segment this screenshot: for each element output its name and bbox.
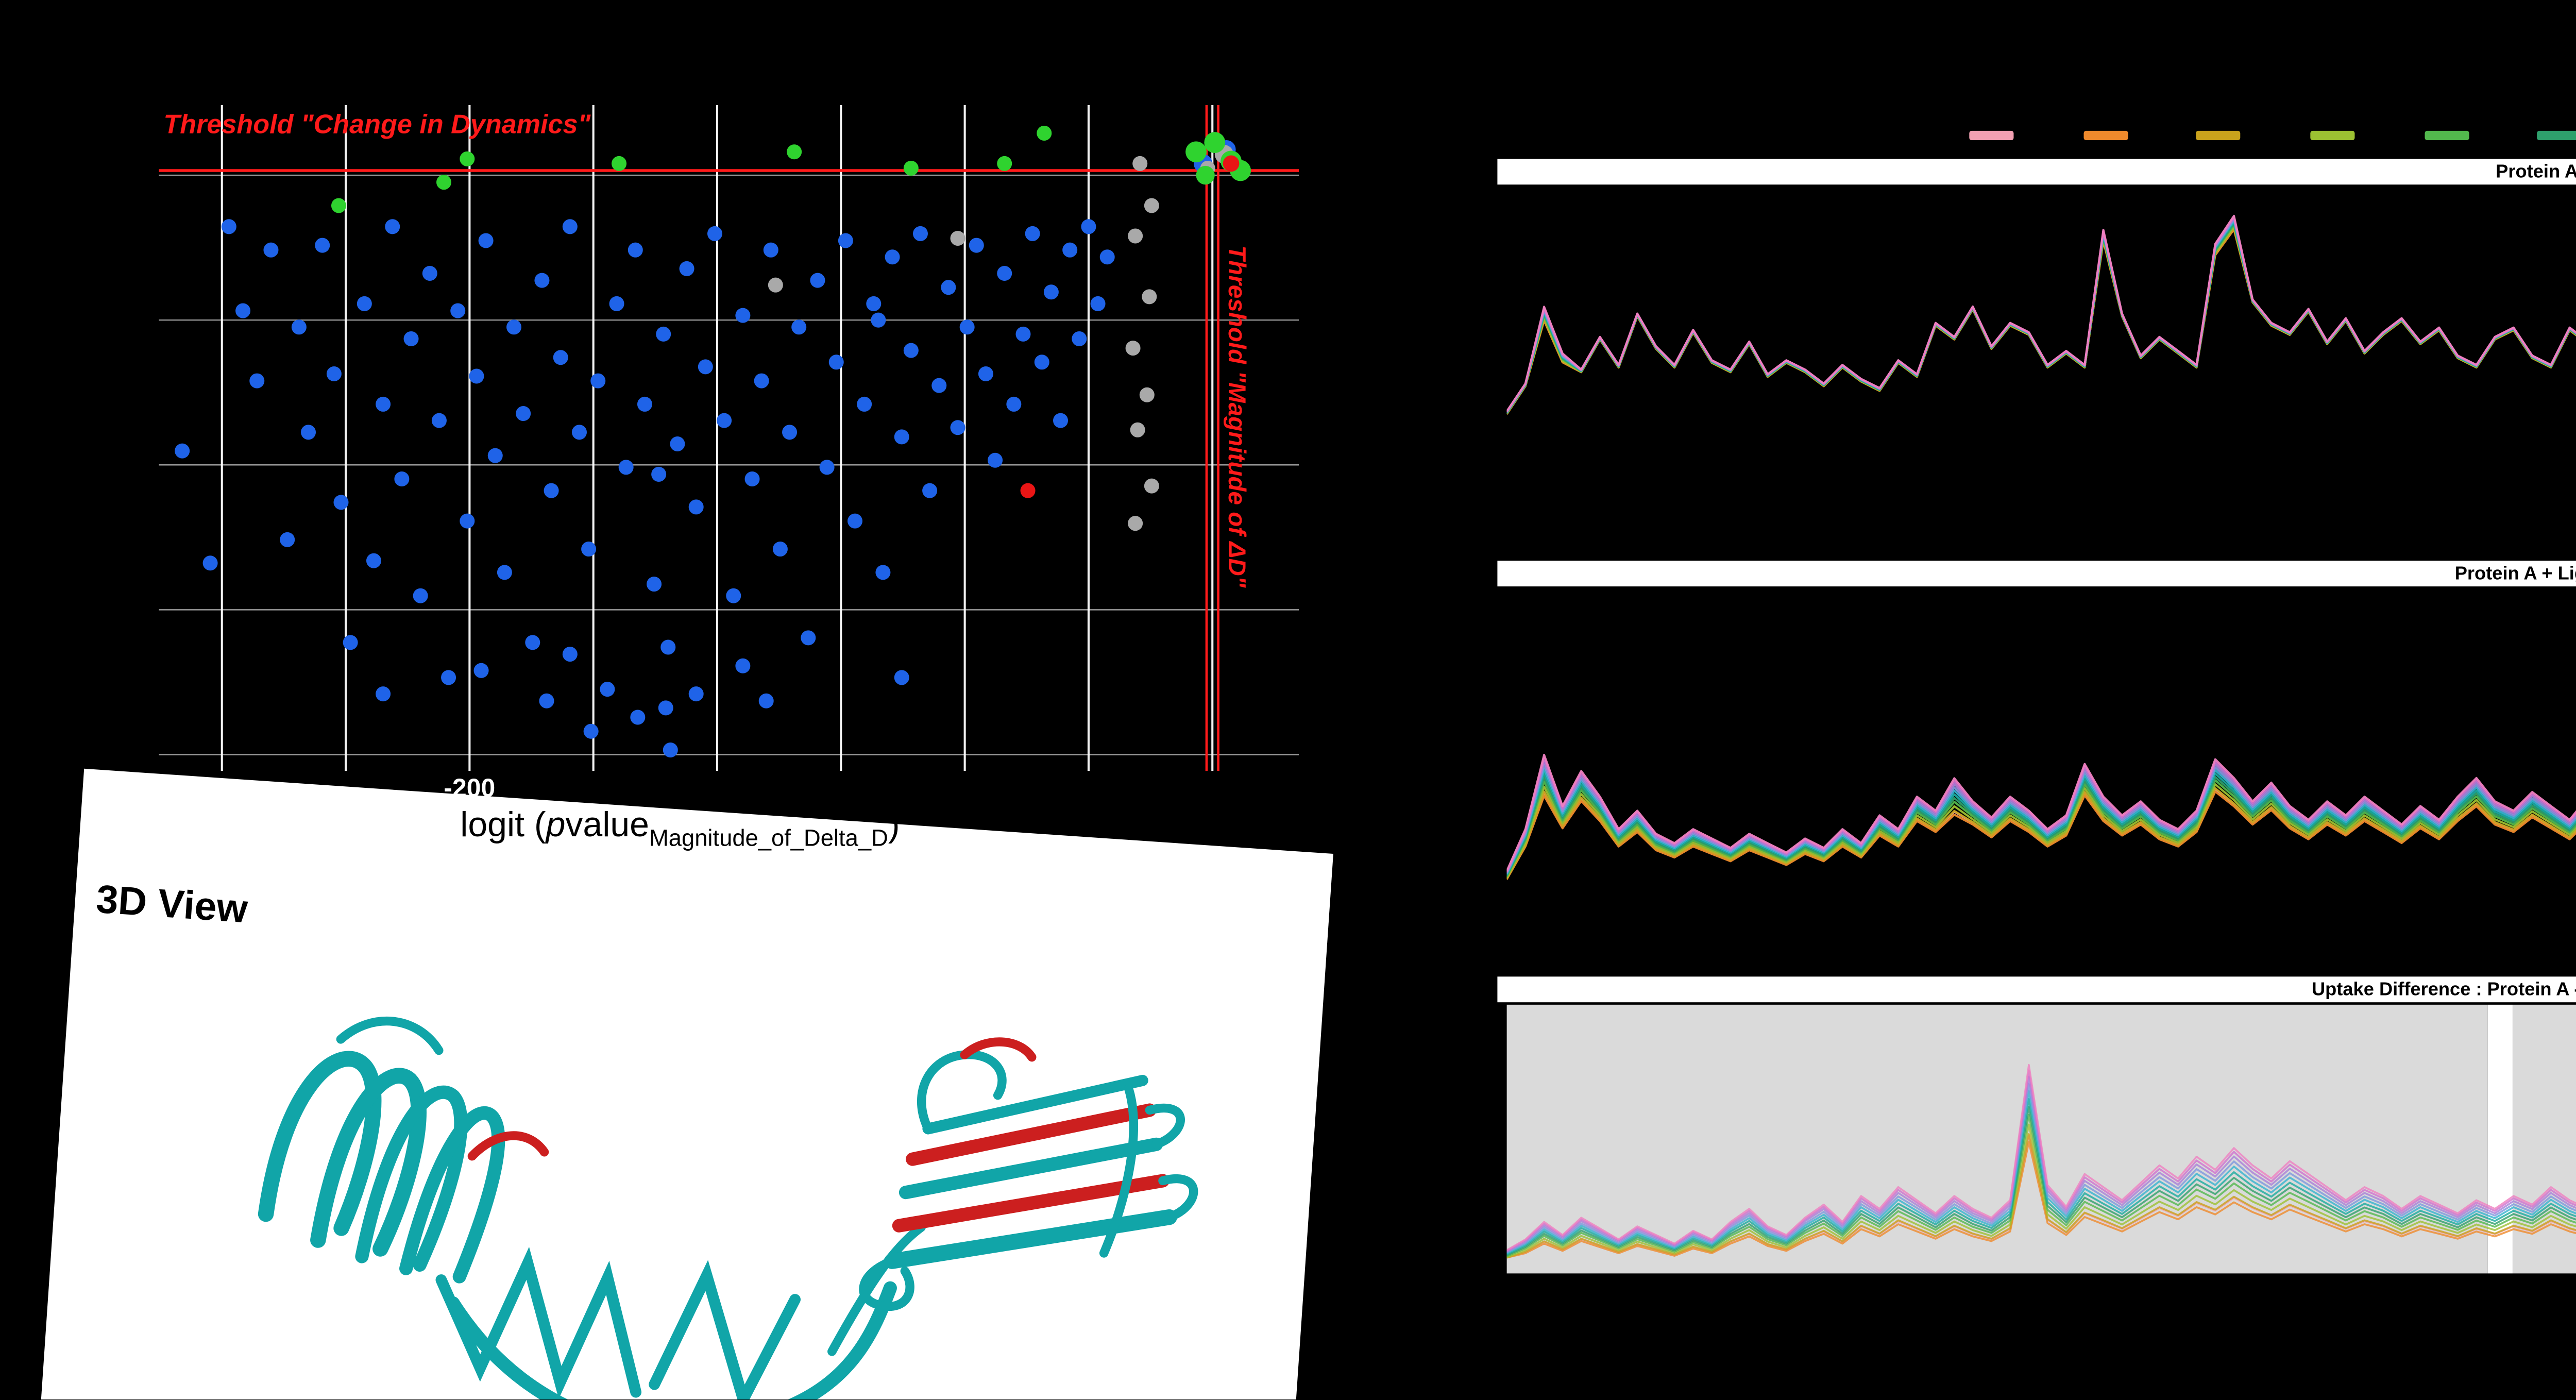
- uptake-chart-protein-a-ligand[interactable]: [1506, 588, 2576, 968]
- coverage-bands: [1506, 1004, 2576, 1274]
- series-lines: [1506, 214, 2576, 415]
- x-axis-label-subscript: Magnitude_of_Delta_D: [649, 827, 888, 853]
- x-axis-label: logit (pvalueMagnitude_of_Delta_D): [460, 806, 900, 853]
- uptake-chart-protein-a[interactable]: [1506, 187, 2576, 552]
- protein-ribbon-linker: [435, 1222, 926, 1400]
- x-axis-label-prefix: logit (: [460, 806, 546, 846]
- 3d-view-panel: 3D View: [36, 768, 1333, 1400]
- threshold-lines: [159, 105, 1299, 771]
- chart-title-protein-a-text: Protein A: [2496, 161, 2576, 182]
- threshold-magnitude-label: Threshold "Magnitude of ΔD": [1222, 245, 1250, 588]
- protein-ribbon-left-domain: [258, 1016, 549, 1284]
- series-lines: [1506, 1064, 2576, 1259]
- legend-swatch: [2310, 131, 2354, 140]
- legend: [1969, 128, 2576, 142]
- chart-title-uptake-difference: Uptake Difference : Protein A - (Protein…: [1497, 976, 2576, 1003]
- legend-swatch: [1969, 131, 2014, 140]
- legend-swatch: [2537, 131, 2576, 140]
- legend-swatch: [2424, 131, 2468, 140]
- x-axis-label-body: value: [565, 806, 650, 846]
- legend-swatch: [2196, 131, 2241, 140]
- scatter-points-blue: [175, 140, 1236, 757]
- chart-title-uptake-difference-text: Uptake Difference : Protein A - (Protein…: [2311, 979, 2576, 1000]
- scatter-points-gray: [768, 145, 1234, 531]
- scatter-points-green: [331, 125, 1251, 213]
- volcano-scatter-canvas[interactable]: [159, 105, 1299, 771]
- chart-title-protein-a-ligand: Protein A + Ligand: [1497, 561, 2576, 587]
- volcano-plot: Threshold "Change in Dynamics" Threshold…: [159, 105, 1299, 804]
- uptake-difference-chart[interactable]: [1506, 1004, 2576, 1280]
- chart-title-protein-a: Protein A: [1497, 159, 2576, 185]
- chart-title-protein-a-ligand-text: Protein A + Ligand: [2454, 563, 2576, 584]
- x-axis-label-suffix: ): [888, 806, 900, 846]
- protein-ribbon-right-domain: [859, 1037, 1198, 1311]
- series-lines: [1506, 753, 2576, 880]
- x-axis-label-italic: p: [546, 806, 566, 846]
- protein-structure[interactable]: [78, 916, 1305, 1400]
- scatter-points-red: [1020, 155, 1240, 498]
- legend-swatch: [2082, 131, 2127, 140]
- gridlines: [159, 105, 1299, 771]
- threshold-dynamics-label: Threshold "Change in Dynamics": [163, 112, 591, 141]
